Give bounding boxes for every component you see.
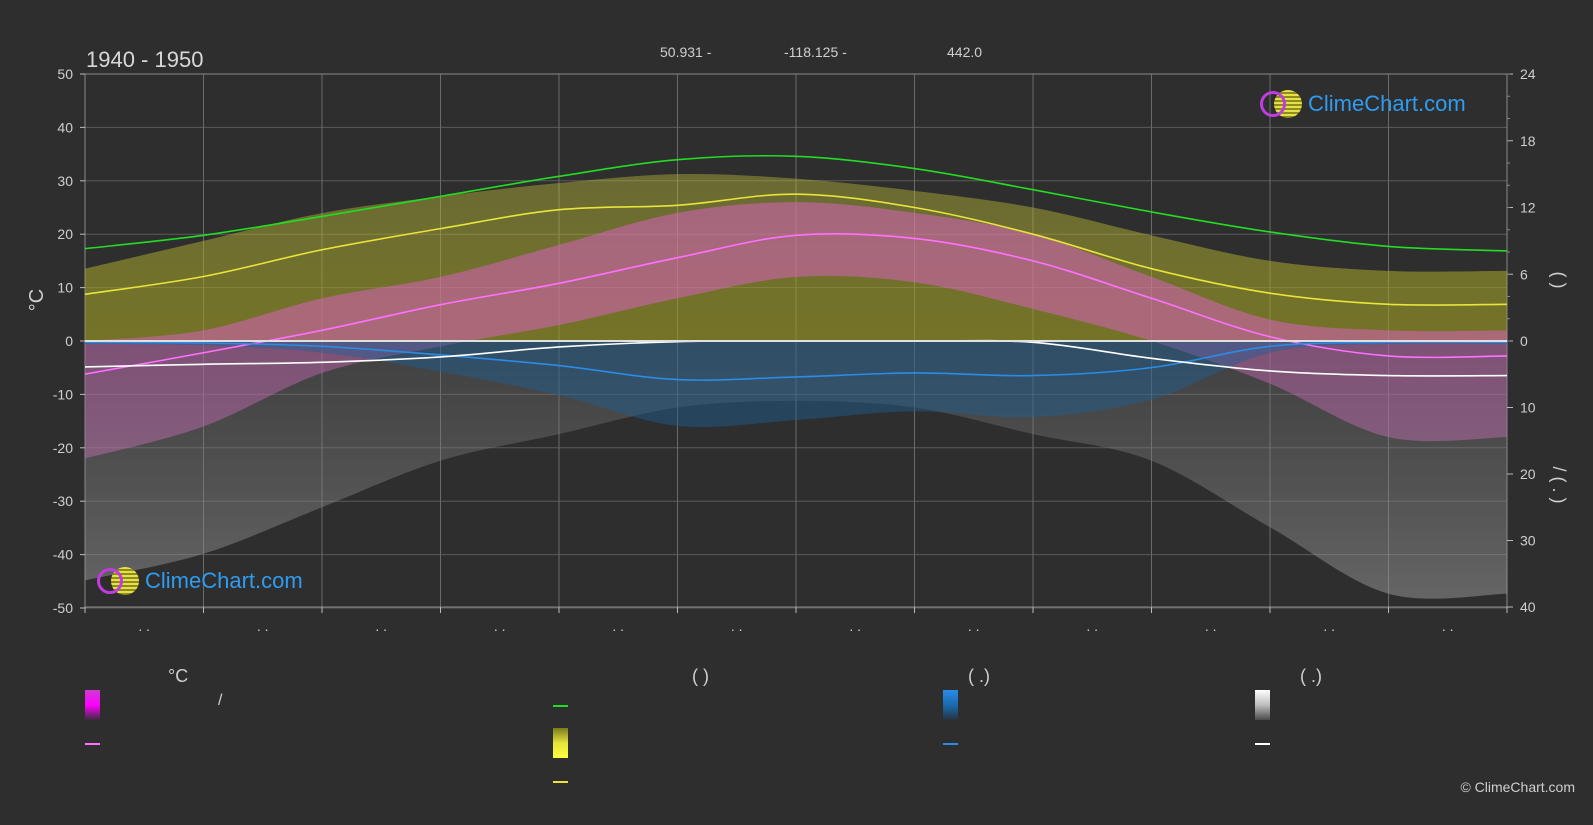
legend-heading-sunshine: ( )	[692, 666, 709, 686]
month-tick-label: . .	[612, 618, 624, 634]
right-axis-top-label: ( )	[1549, 272, 1569, 289]
month-tick-label: . .	[1442, 618, 1454, 634]
month-tick-label: . .	[494, 618, 506, 634]
climate-chart: 50 40 30 20 10 0 -10 -20 -30 -40 -50 24 18 12 6 0 10 20 30…	[26, 44, 1569, 634]
copyright: © ClimeChart.com	[1460, 779, 1575, 795]
month-tick-label: . .	[1323, 618, 1335, 634]
elevation-value: 442.0	[947, 44, 982, 60]
right-top-tick-label: 18	[1520, 133, 1536, 149]
left-tick-label: -30	[53, 493, 73, 509]
month-tick-label: . .	[849, 618, 861, 634]
left-tick-label: -40	[53, 547, 73, 563]
daylight-line	[84, 154, 1508, 252]
temp-range-separator: /	[218, 692, 223, 709]
precip-band	[85, 341, 1507, 599]
temp-range-swatch	[85, 690, 100, 720]
daylight-swatch	[553, 705, 568, 707]
logo-bottom[interactable]: ClimeChart.com	[97, 567, 303, 595]
left-tick-label: 50	[57, 66, 73, 82]
sunshine-line	[84, 193, 1508, 306]
month-tick-label: . .	[1205, 618, 1217, 634]
legend-heading-rain: ( .)	[968, 666, 990, 686]
logo-text: ClimeChart.com	[1308, 91, 1466, 116]
month-tick-label: . .	[968, 618, 980, 634]
rain-line	[84, 341, 1508, 381]
logo-ring-icon	[97, 568, 123, 594]
right-top-tick-label: 24	[1520, 66, 1536, 82]
month-tick-label: . .	[375, 618, 387, 634]
month-tick-label: . .	[257, 618, 269, 634]
latitude-value: 50.931 -	[660, 44, 712, 60]
snow-swatch	[1255, 743, 1270, 745]
longitude-value: -118.125 -	[784, 44, 847, 60]
rain-band	[85, 341, 1507, 428]
temp-band	[85, 202, 1507, 459]
legend-heading-snow: ( .)	[1300, 666, 1322, 686]
logo-text: ClimeChart.com	[145, 568, 303, 593]
left-tick-label: -10	[53, 386, 73, 402]
snow-range-swatch	[1255, 690, 1270, 720]
left-tick-label: 0	[65, 333, 73, 349]
left-tick-label: 10	[57, 280, 73, 296]
logo-top[interactable]: ClimeChart.com	[1260, 90, 1466, 118]
left-axis-label: °C	[26, 289, 48, 311]
axes: 50 40 30 20 10 0 -10 -20 -30 -40 -50 24 18 12 6 0 10 20 30…	[53, 66, 1536, 634]
right-bottom-tick-label: 30	[1520, 533, 1536, 549]
sunshine-swatch	[553, 781, 568, 783]
month-tick-label: . .	[1086, 618, 1098, 634]
right-axis-bottom-label: / ( . )	[1549, 467, 1569, 504]
left-tick-label: 30	[57, 173, 73, 189]
period-title: 1940 - 1950	[86, 47, 203, 72]
right-top-tick-label: 6	[1520, 266, 1528, 282]
logo-ring-icon	[1260, 91, 1286, 117]
month-tick-label: . .	[731, 618, 743, 634]
right-top-tick-label: 12	[1520, 200, 1536, 216]
max-temp-swatch	[85, 743, 100, 745]
max-temp-line	[84, 232, 1508, 375]
left-tick-label: 40	[57, 119, 73, 135]
right-bottom-tick-label: 10	[1520, 400, 1536, 416]
left-tick-label: -50	[53, 600, 73, 616]
sunshine-range-swatch	[553, 728, 568, 758]
data-lines	[84, 154, 1508, 381]
right-bottom-tick-label: 40	[1520, 599, 1536, 615]
right-top-tick-label: 0	[1520, 333, 1528, 349]
rain-swatch	[943, 743, 958, 745]
right-bottom-tick-label: 20	[1520, 466, 1536, 482]
left-tick-label: -20	[53, 440, 73, 456]
data-bands	[85, 173, 1507, 599]
rain-range-swatch	[943, 690, 958, 720]
legend-heading-temperature: °C	[168, 666, 189, 686]
month-tick-label: . .	[138, 618, 150, 634]
legend: °C / ( ) ( .) ( .)	[0, 650, 1593, 810]
left-tick-label: 20	[57, 226, 73, 242]
